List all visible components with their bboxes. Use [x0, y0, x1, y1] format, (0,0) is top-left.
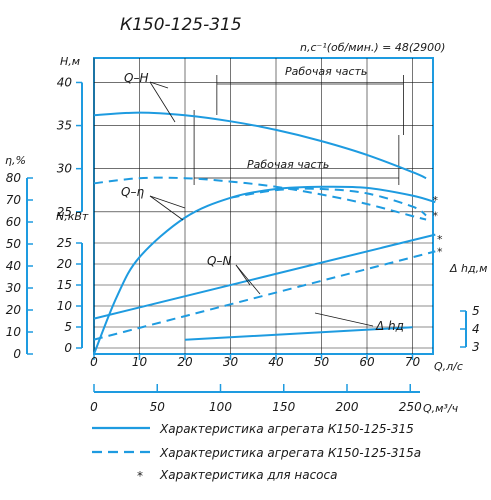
efficiency-tick-label: 60 [6, 215, 22, 229]
npsh-tick-label: 5 [472, 304, 480, 318]
power-curve-label: Q–N [207, 254, 231, 268]
flow-ls-tick-label: 0 [90, 355, 98, 369]
power-curve-solid [93, 233, 436, 320]
flow-ls-tick-label: 60 [359, 355, 375, 369]
npsh-axis-label: Δ hд,м [449, 262, 487, 275]
efficiency-tick-label: 10 [6, 325, 22, 339]
efficiency-tick-label: 30 [6, 281, 22, 295]
power-axis-label: N,кВт [56, 210, 89, 223]
head-curve-label: Q–H [124, 71, 148, 85]
npsh-tick-label: 3 [472, 340, 480, 354]
power-tick-label: 10 [57, 299, 73, 313]
head-tick-label: 25 [57, 205, 72, 219]
legend-label: Характеристика для насоса [159, 468, 337, 482]
grid [93, 58, 433, 354]
power-tick-label: 15 [57, 278, 72, 292]
pump-point: * [433, 194, 439, 207]
speed-label: n,c⁻¹(об/мин.) = 48(2900) [300, 41, 445, 54]
pump-point: * [437, 233, 443, 246]
axes: 0 10 20 30 40 50 60 700 50 100 150 200 2502530354001… [6, 75, 480, 414]
flow-ls-tick-label: 50 [314, 355, 330, 369]
curve-leaders [149, 81, 374, 327]
plot-frame [93, 57, 434, 355]
power-tick-label: 20 [57, 257, 73, 271]
efficiency-curve-label: Q–η [121, 185, 144, 199]
flow-m3h-tick-label: 200 [336, 400, 359, 414]
working-zone-markers [193, 75, 404, 185]
efficiency-curve-solid [93, 185, 436, 355]
efficiency-tick-label: 80 [6, 171, 22, 185]
flow-ls-axis-label: Q,л/с [434, 360, 463, 373]
head-tick-label: 30 [57, 162, 73, 176]
npsh-curve-label: Δ hд [375, 319, 404, 333]
legend: Характеристика агрегата К150-125-315 Хара… [92, 422, 421, 483]
npsh-curve-solid [184, 326, 413, 341]
power-curve-dashed [93, 250, 436, 341]
curves: **** [93, 111, 443, 355]
head-tick-label: 35 [57, 119, 72, 133]
power-tick-label: 0 [64, 341, 72, 355]
legend-label: Характеристика агрегата К150-125-315 [159, 422, 414, 436]
power-tick-label: 5 [64, 320, 72, 334]
efficiency-tick-label: 70 [6, 193, 22, 207]
working-zone-label-head: Рабочая часть [285, 65, 367, 78]
flow-m3h-tick-label: 100 [209, 400, 232, 414]
efficiency-tick-label: 50 [6, 237, 22, 251]
chart-title: К150-125-315 [120, 15, 242, 35]
efficiency-tick-label: 0 [13, 347, 21, 361]
flow-ls-tick-label: 20 [177, 355, 193, 369]
efficiency-axis-label: η,% [5, 154, 26, 167]
legend-label: Характеристика агрегата К150-125-315а [159, 446, 421, 460]
efficiency-curve-dashed [230, 187, 427, 217]
flow-m3h-tick-label: 0 [90, 400, 98, 414]
head-curve-dashed [93, 176, 427, 221]
flow-m3h-tick-label: 50 [150, 400, 166, 414]
flow-m3h-axis-label: Q,м³/ч [423, 402, 459, 415]
working-zone-label-efficiency: Рабочая часть [247, 158, 329, 171]
head-axis-label: H,м [60, 55, 80, 68]
flow-ls-tick-label: 70 [405, 355, 421, 369]
flow-m3h-tick-label: 250 [399, 400, 422, 414]
efficiency-tick-label: 40 [6, 259, 22, 273]
legend-marker-dot: * [137, 469, 143, 483]
flow-ls-tick-label: 30 [223, 355, 239, 369]
head-curve-solid [93, 111, 427, 180]
flow-ls-tick-label: 10 [132, 355, 148, 369]
efficiency-tick-label: 20 [6, 303, 22, 317]
head-tick-label: 40 [57, 75, 73, 89]
pump-point: * [433, 209, 439, 222]
flow-ls-tick-label: 40 [268, 355, 284, 369]
flow-m3h-tick-label: 150 [272, 400, 295, 414]
npsh-tick-label: 4 [472, 322, 480, 336]
power-tick-label: 25 [57, 236, 72, 250]
pump-point: * [437, 245, 443, 258]
